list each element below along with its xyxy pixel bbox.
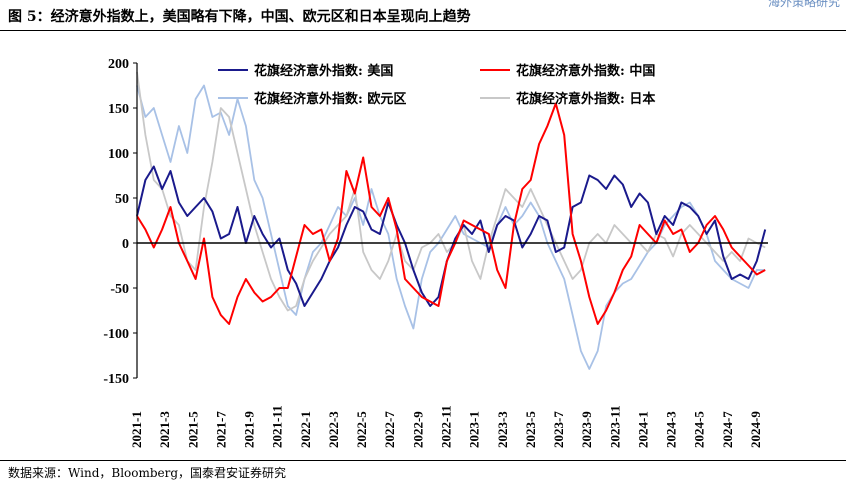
legend-label-china: 花旗经济意外指数: 中国	[516, 63, 655, 79]
x-tick-label: 2022-9	[410, 411, 425, 448]
x-tick-label: 2021-3	[157, 411, 172, 448]
y-tick-label: 50	[115, 192, 129, 207]
legend-label-japan: 花旗经济意外指数: 日本	[516, 91, 655, 107]
legend-item-us: 花旗经济意外指数: 美国	[218, 63, 393, 79]
y-tick-label: 100	[108, 147, 129, 162]
series-line-us	[136, 165, 767, 307]
x-tick-label: 2024-9	[748, 411, 763, 448]
x-tick-label: 2021-5	[185, 411, 200, 448]
source-note: 数据来源：Wind，Bloomberg，国泰君安证券研究	[8, 466, 287, 480]
y-tick-label: -100	[103, 327, 129, 342]
x-tick-label: 2021-1	[129, 411, 144, 448]
legend-label-euro: 花旗经济意外指数: 欧元区	[254, 91, 406, 107]
series-line-china	[136, 102, 766, 325]
axes: -150 -100 -50 0 50 100 150 200 2021-1 2021-3 2021-…	[103, 57, 768, 448]
x-tick-label: 2022-3	[326, 411, 341, 448]
y-tick-label: 0	[122, 237, 129, 252]
watermark: 海外策略研究	[767, 0, 840, 9]
legend-item-japan: 花旗经济意外指数: 日本	[480, 91, 655, 107]
y-tick-label: 150	[108, 102, 129, 117]
x-tick-label: 2022-5	[354, 411, 369, 448]
x-tick-label: 2024-1	[636, 411, 651, 448]
x-tick-label: 2024-5	[692, 411, 707, 448]
source-rule	[0, 460, 846, 461]
y-tick-label: -150	[103, 372, 129, 387]
x-tick-label: 2023-5	[523, 411, 538, 448]
x-tick-label: 2023-7	[551, 411, 566, 448]
chart: -150 -100 -50 0 50 100 150 200 2021-1 2021-3 2021-…	[103, 57, 768, 448]
x-tick-label: 2021-11	[270, 405, 285, 448]
x-tick-label: 2022-7	[382, 411, 397, 448]
x-tick-label: 2023-9	[579, 411, 594, 448]
x-tick-label: 2021-7	[213, 411, 228, 448]
x-tick-label: 2024-7	[720, 411, 735, 448]
figure-title: 图 5：经济意外指数上，美国略有下降，中国、欧元区和日本呈现向上趋势	[8, 9, 471, 25]
x-tick-label: 2023-1	[467, 411, 482, 448]
x-tick-label: 2023-3	[495, 411, 510, 448]
x-tick-label: 2023-11	[607, 405, 622, 448]
title-rule	[0, 30, 846, 31]
series-line-japan	[136, 71, 766, 312]
legend-item-euro: 花旗经济意外指数: 欧元区	[218, 91, 406, 107]
y-tick-label: -50	[110, 282, 129, 297]
x-tick-label: 2021-9	[242, 411, 257, 448]
y-tick-label: 200	[108, 57, 129, 72]
x-tick-label: 2024-3	[664, 411, 679, 448]
series-group	[136, 71, 767, 370]
x-tick-label: 2022-11	[439, 405, 454, 448]
legend-item-china: 花旗经济意外指数: 中国	[480, 63, 655, 79]
x-tick-label: 2022-1	[298, 411, 313, 448]
legend-label-us: 花旗经济意外指数: 美国	[254, 63, 393, 79]
